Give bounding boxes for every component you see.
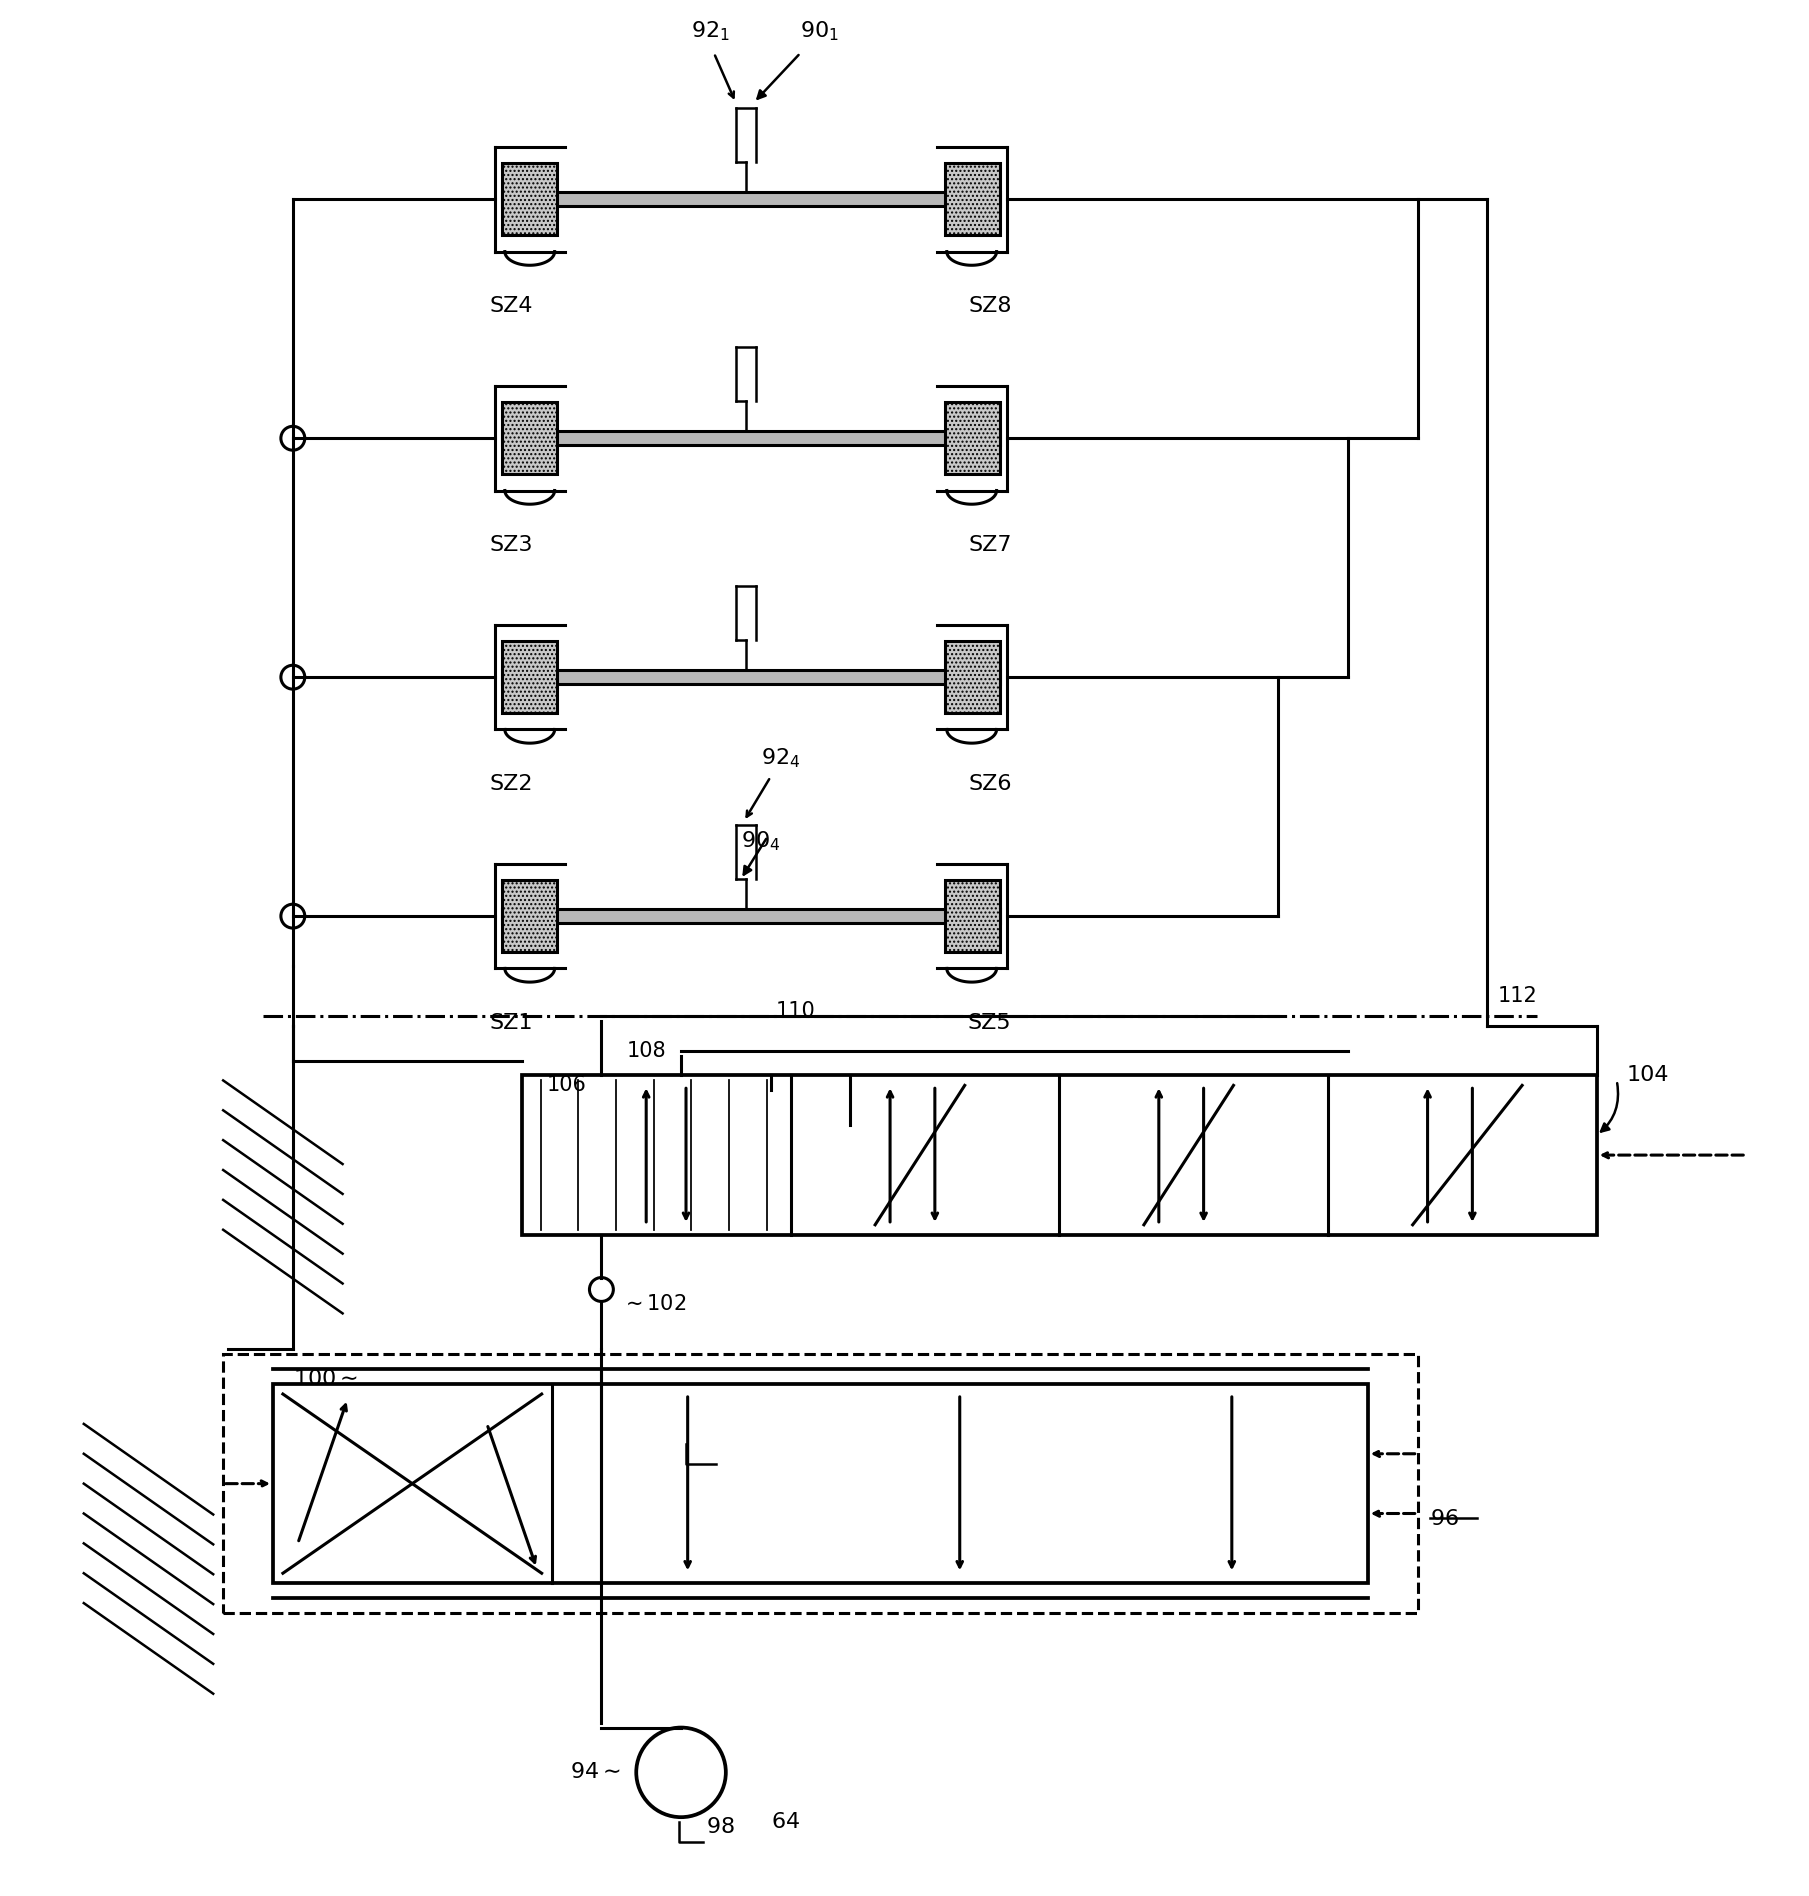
Text: 104: 104 [1626, 1066, 1670, 1085]
Text: SZ3: SZ3 [490, 535, 534, 556]
Text: $100\sim$: $100\sim$ [293, 1369, 358, 1390]
Bar [501, 163, 557, 235]
Text: SZ6: SZ6 [968, 774, 1011, 794]
Bar [273, 1384, 1368, 1583]
Text: $94\sim$: $94\sim$ [570, 1763, 620, 1782]
Text: $96$: $96$ [1429, 1509, 1458, 1528]
Text: 110: 110 [776, 1001, 816, 1020]
Text: SZ2: SZ2 [490, 774, 534, 794]
Bar [944, 163, 1000, 235]
Text: $92_4$: $92_4$ [760, 747, 800, 770]
Text: 108: 108 [626, 1041, 666, 1060]
Text: SZ1: SZ1 [490, 1012, 534, 1033]
Bar [501, 402, 557, 474]
Bar [501, 880, 557, 952]
Text: $90_1$: $90_1$ [800, 19, 839, 44]
Text: $98$: $98$ [706, 1816, 734, 1837]
Text: SZ4: SZ4 [490, 296, 534, 317]
Text: $64$: $64$ [771, 1813, 800, 1832]
Bar [501, 641, 557, 713]
Text: $\sim$102: $\sim$102 [620, 1295, 687, 1314]
Bar [521, 1075, 1597, 1234]
Bar [944, 402, 1000, 474]
Bar [944, 641, 1000, 713]
Text: 106: 106 [546, 1075, 586, 1096]
Bar [944, 880, 1000, 952]
Text: SZ7: SZ7 [968, 535, 1011, 556]
Bar [501, 191, 1000, 207]
FancyBboxPatch shape [223, 1354, 1418, 1613]
Text: $92_1$: $92_1$ [691, 19, 729, 44]
Text: $90_4$: $90_4$ [740, 830, 780, 853]
Text: SZ8: SZ8 [968, 296, 1011, 317]
Bar [501, 430, 1000, 446]
Text: SZ5: SZ5 [968, 1012, 1011, 1033]
Bar [501, 910, 1000, 923]
Text: 112: 112 [1498, 986, 1538, 1005]
Bar [501, 669, 1000, 684]
